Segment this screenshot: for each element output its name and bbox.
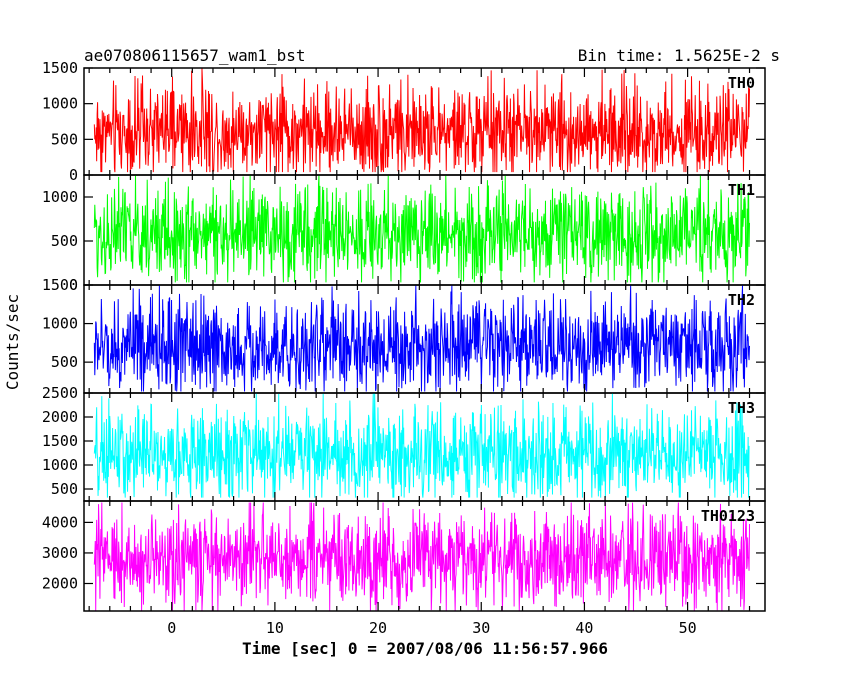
y-tick-label: 2500 — [42, 384, 78, 402]
panel-label-th0: TH0 — [728, 74, 755, 92]
x-tick-label: 20 — [369, 619, 387, 637]
panel-th0: 0 500 1000 1500 TH0 — [42, 59, 766, 184]
y-tick-label: 0 — [69, 276, 78, 294]
y-tick-label: 2000 — [42, 408, 78, 426]
panel-th2: 500 1000 1500 TH2 — [42, 276, 766, 394]
y-tick-label: 500 — [51, 353, 78, 371]
x-axis-label: Time [sec] 0 = 2007/08/06 11:56:57.966 — [242, 639, 608, 658]
y-tick-label: 1000 — [42, 188, 78, 206]
x-tick-label: 10 — [266, 619, 284, 637]
chart-title: ae070806115657_wam1_bst — [84, 46, 306, 65]
series-line-th0123 — [93, 502, 751, 611]
panel-th3: 500 1000 1500 2000 2500 TH3 — [42, 384, 766, 502]
y-tick-label: 500 — [51, 232, 78, 250]
series-line-th2 — [93, 285, 751, 392]
series-line-th1 — [93, 175, 751, 283]
y-tick-label: 1000 — [42, 315, 78, 333]
y-tick-label: 3000 — [42, 544, 78, 562]
series-line-th0 — [93, 68, 751, 173]
y-axis-label: Counts/sec — [3, 294, 22, 390]
panel-th0123: 2000 3000 4000 TH0123 — [42, 500, 766, 612]
x-tick-label: 0 — [167, 619, 176, 637]
y-tick-label: 500 — [51, 130, 78, 148]
x-tick-label: 50 — [679, 619, 697, 637]
y-tick-label: 0 — [69, 166, 78, 184]
panel-label-th0123: TH0123 — [701, 507, 755, 525]
panel-label-th1: TH1 — [728, 181, 755, 199]
y-tick-label: 1000 — [42, 456, 78, 474]
panel-label-th2: TH2 — [728, 291, 755, 309]
panel-label-th3: TH3 — [728, 399, 755, 417]
y-tick-label: 4000 — [42, 513, 78, 531]
y-tick-label: 1500 — [42, 432, 78, 450]
series-line-th3 — [93, 393, 750, 498]
y-tick-label: 1500 — [42, 276, 78, 294]
y-tick-label: 500 — [51, 480, 78, 498]
y-tick-label: 1500 — [42, 59, 78, 77]
x-tick-label: 30 — [472, 619, 490, 637]
y-tick-label: 2000 — [42, 575, 78, 593]
bin-time-label: Bin time: 1.5625E-2 s — [578, 46, 780, 65]
y-tick-label: 1000 — [42, 95, 78, 113]
panel-frame — [83, 500, 766, 612]
x-tick-label: 40 — [575, 619, 593, 637]
panel-th1: 0 500 1000 TH1 — [42, 174, 766, 294]
